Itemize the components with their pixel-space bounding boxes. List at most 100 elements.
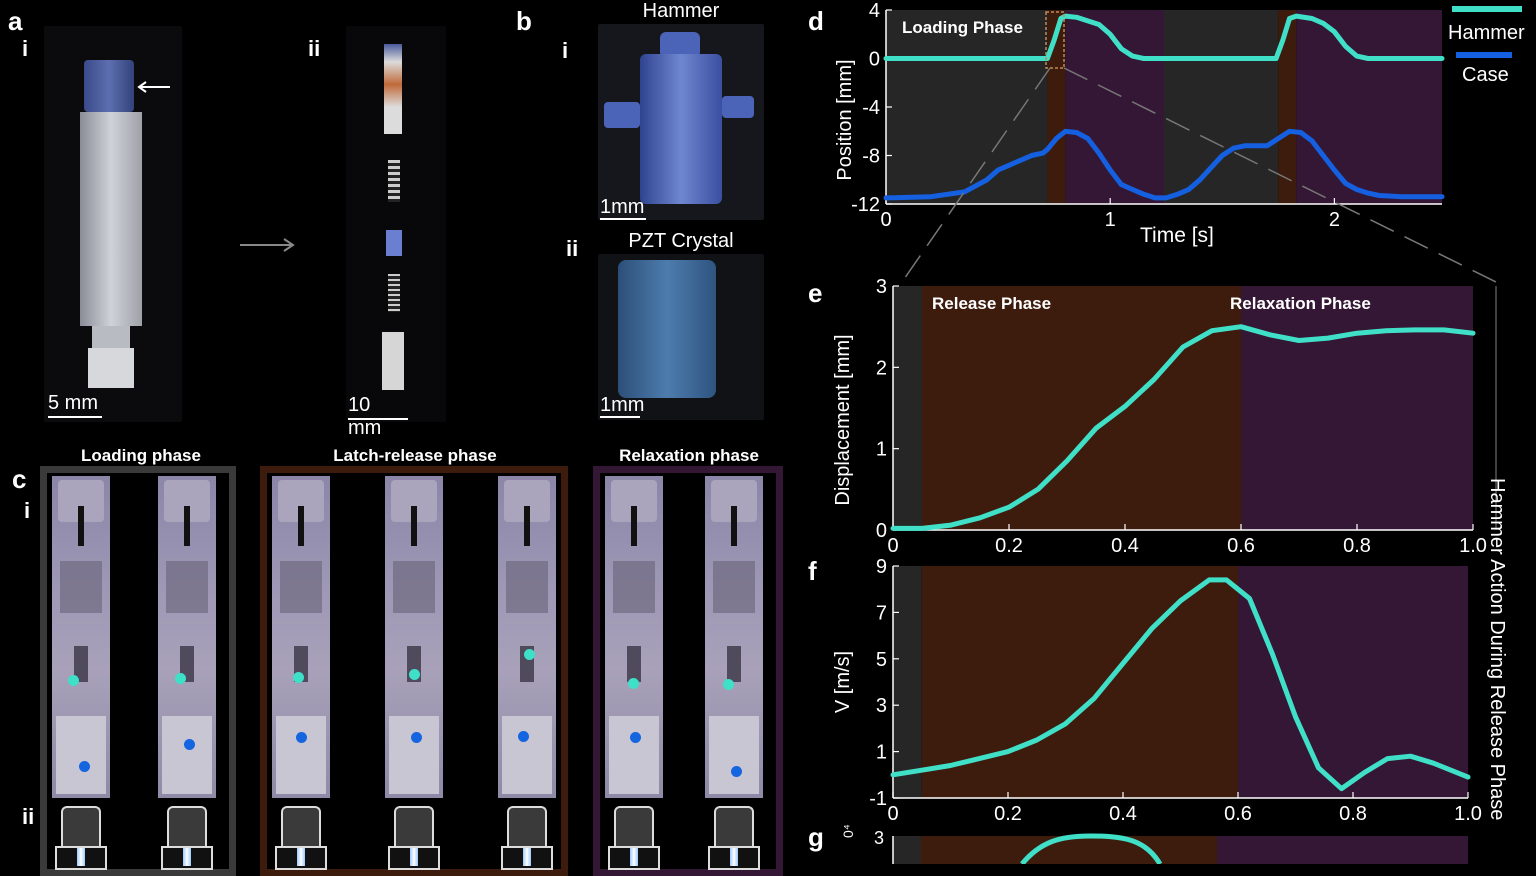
- series-line-hammer: [1020, 833, 1163, 864]
- legend-case-label: Case: [1462, 64, 1509, 86]
- exploded-parts-photo: [346, 26, 446, 422]
- panel-f-label: f: [808, 556, 817, 586]
- y-tick-label: 3: [876, 276, 887, 298]
- y-tick-label: 0: [869, 49, 880, 71]
- crystal-photo: [598, 254, 764, 420]
- release-phase-annotation: Release Phase: [932, 294, 1052, 313]
- side-caption: Hammer Action During Release Phase: [1486, 478, 1508, 821]
- x-tick-label: 0: [880, 209, 891, 231]
- hammer-arm-left: [604, 102, 640, 128]
- x-tick-label: 1: [1105, 209, 1116, 231]
- panel-a-label: a: [8, 6, 23, 36]
- x-tick-label: 0.4: [1111, 535, 1139, 557]
- phase-band-loading: [1164, 10, 1279, 204]
- hammer-top: [660, 32, 700, 58]
- x-tick-label: 1.0: [1459, 535, 1487, 557]
- hammer-marker: [628, 678, 639, 689]
- y-tick-label: -1: [869, 788, 887, 810]
- phase-band-loading: [886, 10, 1048, 204]
- phase-band-loading: [893, 836, 921, 864]
- phase-title-loading: Loading phase: [81, 446, 201, 465]
- zoom-box: [1045, 11, 1065, 69]
- y-tick-label: -4: [862, 97, 880, 119]
- frame-thumb: [605, 476, 663, 798]
- series-line-hammer: [890, 324, 1476, 531]
- case-marker: [296, 732, 307, 743]
- panel-b-label: b: [516, 6, 532, 36]
- panel-c-label: c: [12, 464, 27, 494]
- legend-hammer-swatch: [1452, 6, 1522, 12]
- hammer-title: Hammer: [642, 0, 720, 22]
- x-tick-label: 0.6: [1224, 803, 1252, 825]
- device-foot: [88, 348, 134, 388]
- y-tick-label: -8: [862, 146, 880, 168]
- panel-g-label: g: [808, 822, 824, 852]
- phase-band-loading: [893, 286, 922, 530]
- phase-band-release: [1278, 10, 1297, 204]
- x-tick-label: 0.6: [1227, 535, 1255, 557]
- part-hammer: [386, 230, 402, 256]
- x-tick-label: 0.2: [995, 535, 1023, 557]
- y-tick-label: 2: [876, 357, 887, 379]
- g-exponent: 0⁴: [840, 824, 856, 838]
- scalebar-b-ii: 1mm: [600, 394, 644, 418]
- hammer-photo: [598, 24, 764, 220]
- device-hammer-cap: [84, 60, 134, 112]
- legend-hammer-label: Hammer: [1448, 22, 1525, 44]
- zoom-guide-left: [901, 67, 1051, 283]
- arrow-left-icon: [137, 81, 170, 93]
- y-tick-label: 5: [876, 649, 887, 671]
- arrow-right-icon: [240, 238, 295, 252]
- phase-band-loading: [893, 566, 922, 798]
- y-tick-label: 1: [876, 439, 887, 461]
- panel-c-i-label: i: [24, 498, 31, 523]
- series-line-hammer: [890, 577, 1471, 792]
- panel-b-ii-label: ii: [566, 236, 579, 261]
- x-tick-label: 0.4: [1109, 803, 1137, 825]
- hammer-marker: [68, 675, 79, 686]
- part-spring-1: [388, 160, 400, 202]
- x-tick-label: 0.2: [994, 803, 1022, 825]
- scalebar-a-i: 5 mm: [48, 392, 102, 418]
- loading-phase-annotation: Loading Phase: [902, 18, 1023, 37]
- part-case: [384, 44, 402, 134]
- phase-band-relax: [1296, 10, 1442, 204]
- frame-thumb: [52, 476, 110, 798]
- scalebar-a-ii: 10 mm: [348, 394, 408, 439]
- y-tick-label: 1: [876, 742, 887, 764]
- d-ylabel: Position [mm]: [834, 59, 856, 181]
- case-marker: [731, 766, 742, 777]
- case-marker: [411, 732, 422, 743]
- panel-b-i-label: i: [562, 38, 569, 63]
- panel-d-label: d: [808, 6, 824, 36]
- hammer-body: [640, 54, 722, 204]
- hammer-arm-right: [722, 96, 754, 118]
- hammer-marker: [293, 672, 304, 683]
- part-spring-2: [388, 274, 400, 312]
- frame-thumb: [272, 476, 330, 798]
- x-tick-label: 2: [1329, 209, 1340, 231]
- scalebar-b-i-label: 1mm: [600, 196, 645, 218]
- e-ylabel: Displacement [mm]: [832, 334, 854, 506]
- device-neck: [92, 326, 130, 348]
- scalebar-b-ii-label: 1mm: [600, 394, 645, 416]
- case-marker: [184, 739, 195, 750]
- x-tick-label: 0.8: [1343, 535, 1371, 557]
- y-tick-label: 7: [876, 602, 887, 624]
- crystal-title: PZT Crystal: [628, 230, 734, 252]
- y-tick-label: 3: [876, 695, 887, 717]
- phase-band-relax: [1241, 286, 1473, 530]
- x-tick-label: 0: [887, 535, 898, 557]
- crystal-body: [618, 260, 716, 398]
- hammer-marker: [524, 649, 535, 660]
- case-marker: [630, 732, 641, 743]
- frame-thumb: [498, 476, 556, 798]
- phase-title-relax: Relaxation phase: [619, 446, 759, 465]
- series-line-hammer: [883, 13, 1445, 61]
- device-body: [80, 112, 142, 326]
- y-tick-label: 9: [876, 556, 887, 578]
- phase-title-latch: Latch-release phase: [333, 446, 497, 465]
- y-tick-label: 4: [869, 0, 880, 22]
- zoom-guide-right: [1063, 67, 1497, 283]
